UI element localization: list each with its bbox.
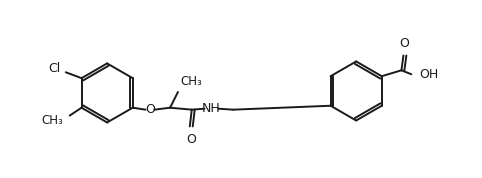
Text: O: O [146,103,155,116]
Text: CH₃: CH₃ [41,114,63,127]
Text: CH₃: CH₃ [180,75,201,88]
Text: O: O [400,37,409,50]
Text: OH: OH [419,68,439,81]
Text: Cl: Cl [49,62,61,75]
Text: NH: NH [202,102,221,115]
Text: O: O [186,133,196,146]
